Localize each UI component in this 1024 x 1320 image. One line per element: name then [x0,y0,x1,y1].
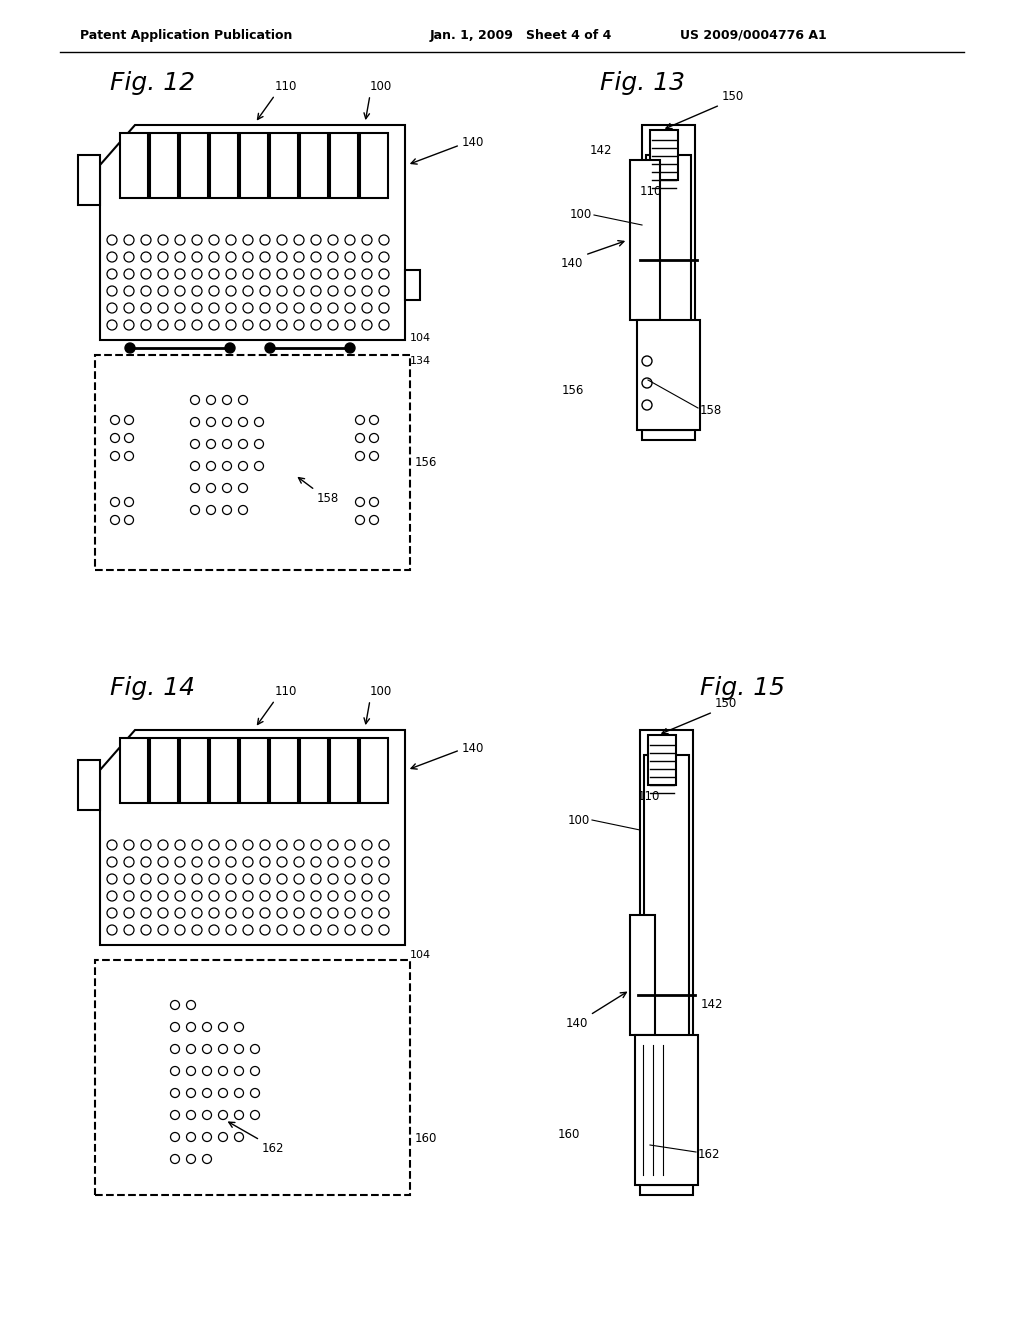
Bar [240,738,268,803]
Text: 100: 100 [370,685,392,698]
Text: 142: 142 [701,998,724,1011]
Text: 156: 156 [415,457,437,470]
Bar [150,133,178,198]
Circle shape [345,343,355,352]
Bar [300,738,328,803]
Text: 100: 100 [569,209,592,222]
Bar [95,355,410,570]
Bar [406,271,420,300]
Text: 110: 110 [640,185,663,198]
Bar [95,960,410,1195]
Bar [360,133,388,198]
Bar [78,760,100,810]
Text: 162: 162 [262,1142,285,1155]
Circle shape [125,343,135,352]
Bar [240,133,268,198]
Bar [210,738,238,803]
Text: 110: 110 [638,789,660,803]
Circle shape [265,343,275,352]
Text: 140: 140 [462,136,484,149]
Text: 140: 140 [560,257,583,271]
Text: US 2009/0004776 A1: US 2009/0004776 A1 [680,29,826,41]
Bar [648,735,676,785]
Bar [630,915,655,1035]
Bar [180,738,208,803]
Bar [300,133,328,198]
Bar [630,160,660,319]
Text: 110: 110 [275,685,297,698]
Text: Patent Application Publication: Patent Application Publication [80,29,293,41]
Text: 134: 134 [410,356,431,366]
Bar [330,133,358,198]
Text: 158: 158 [317,492,339,506]
Text: Fig. 14: Fig. 14 [110,676,195,700]
Text: 110: 110 [275,81,297,92]
Text: 150: 150 [722,90,744,103]
Text: Fig. 15: Fig. 15 [700,676,785,700]
Bar [270,133,298,198]
Bar [644,755,689,1185]
Text: 100: 100 [370,81,392,92]
Text: 156: 156 [561,384,584,396]
Text: 150: 150 [715,697,737,710]
Bar [78,154,100,205]
Bar [180,133,208,198]
Text: 142: 142 [590,144,612,157]
Bar [646,154,691,430]
Bar [150,738,178,803]
Text: 140: 140 [565,1016,588,1030]
Bar [637,319,700,430]
Text: Jan. 1, 2009   Sheet 4 of 4: Jan. 1, 2009 Sheet 4 of 4 [430,29,612,41]
Text: Fig. 13: Fig. 13 [600,71,685,95]
Text: 160: 160 [415,1131,437,1144]
Bar [210,133,238,198]
Text: 104: 104 [410,950,431,960]
Bar [120,133,148,198]
Text: 158: 158 [700,404,722,417]
Bar [360,738,388,803]
Bar [642,125,695,440]
Text: 104: 104 [410,333,431,343]
Bar [330,738,358,803]
Text: Fig. 12: Fig. 12 [110,71,195,95]
Bar [120,738,148,803]
Text: 140: 140 [462,742,484,755]
Bar [650,129,678,180]
Bar [640,730,693,1195]
Text: 160: 160 [558,1129,580,1142]
Text: 162: 162 [698,1148,721,1162]
Bar [635,1035,698,1185]
Bar [270,738,298,803]
Circle shape [225,343,234,352]
Text: 100: 100 [567,813,590,826]
